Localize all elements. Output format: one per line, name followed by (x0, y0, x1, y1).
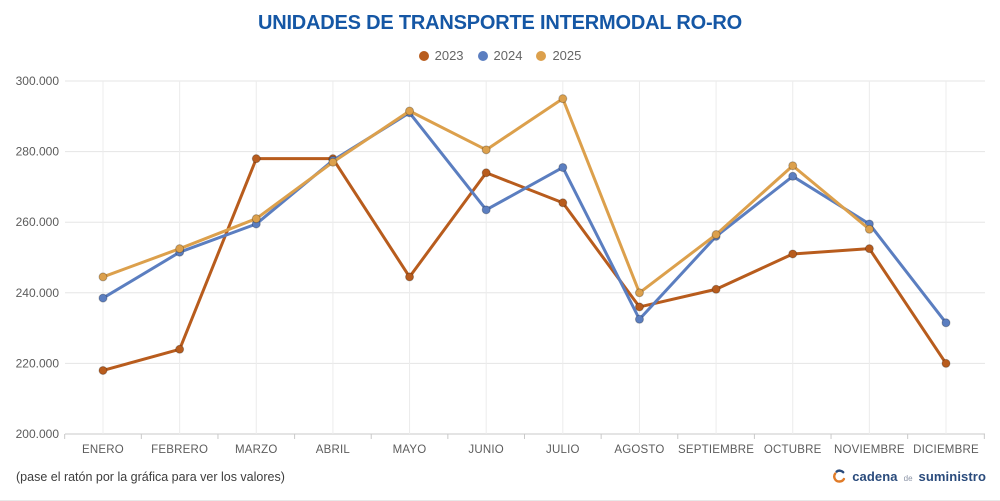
legend-item-2024[interactable]: 2024 (477, 48, 523, 63)
data-point-2023[interactable] (481, 168, 491, 178)
series-line-2023 (101, 157, 948, 372)
data-point-2023[interactable] (175, 344, 185, 354)
x-axis-label-SEPTIEMBRE: SEPTIEMBRE (678, 444, 754, 456)
x-axis-label-AGOSTO: AGOSTO (614, 444, 664, 456)
data-point-2023[interactable] (864, 244, 874, 254)
x-axis-label-NOVIEMBRE: NOVIEMBRE (834, 444, 905, 456)
y-axis-label: 200.000 (16, 427, 60, 441)
legend-label-2024: 2024 (493, 48, 523, 63)
legend-dot-2024 (477, 50, 488, 61)
data-point-2025[interactable] (251, 214, 261, 224)
data-point-2023[interactable] (711, 284, 721, 294)
legend-dot-2025 (536, 50, 547, 61)
x-axis-label-ENERO: ENERO (82, 444, 124, 456)
data-point-2025[interactable] (481, 145, 491, 155)
chart-title: UNIDADES DE TRANSPORTE INTERMODAL RO-RO (257, 12, 743, 34)
data-point-2023[interactable] (558, 198, 568, 208)
data-point-2023[interactable] (941, 358, 951, 368)
legend: 2023 2024 2025 (0, 48, 1000, 63)
legend-dot-2023 (418, 50, 429, 61)
x-axis-label-JUNIO: JUNIO (468, 444, 504, 456)
x-axis-label-OCTUBRE: OCTUBRE (764, 444, 822, 456)
y-axis-label: 240.000 (16, 286, 60, 300)
brand-word-de: de (903, 473, 913, 483)
brand-logo: cadena de suministro (832, 469, 986, 484)
x-axis-label-FEBRERO: FEBRERO (151, 444, 208, 456)
data-point-2024[interactable] (558, 162, 568, 172)
data-point-2024[interactable] (98, 293, 108, 303)
data-point-2025[interactable] (405, 106, 415, 116)
x-axis-label-JULIO: JULIO (546, 444, 580, 456)
brand-word-cadena: cadena (852, 469, 898, 484)
data-point-2024[interactable] (481, 205, 491, 215)
data-point-2025[interactable] (328, 157, 338, 167)
data-point-2024[interactable] (941, 318, 951, 328)
x-axis-label-ABRIL: ABRIL (316, 444, 351, 456)
data-point-2024[interactable] (788, 171, 798, 181)
series-line-2024 (101, 111, 948, 325)
legend-item-2025[interactable]: 2025 (536, 48, 581, 63)
y-axis-label: 300.000 (16, 74, 60, 88)
x-axis-label-MAYO: MAYO (393, 444, 427, 456)
data-point-2025[interactable] (98, 272, 108, 282)
data-point-2023[interactable] (788, 249, 798, 259)
hover-hint-text: (pase el ratón por la gráfica para ver l… (16, 470, 285, 484)
legend-label-2025: 2025 (552, 48, 582, 63)
x-axis-label-MARZO: MARZO (235, 444, 278, 456)
y-axis-label: 280.000 (16, 145, 60, 159)
x-axis-label-DICIEMBRE: DICIEMBRE (913, 444, 979, 456)
data-point-2025[interactable] (175, 244, 185, 254)
y-axis-label: 260.000 (16, 215, 60, 229)
legend-label-2023: 2023 (434, 48, 464, 63)
brand-word-suministro: suministro (918, 469, 986, 484)
data-point-2025[interactable] (558, 94, 568, 104)
data-point-2025[interactable] (864, 224, 874, 234)
legend-item-2023[interactable]: 2023 (418, 48, 464, 63)
brand-circular-arrow-icon (833, 469, 846, 483)
y-axis-label: 220.000 (16, 356, 60, 370)
data-point-2024[interactable] (634, 314, 644, 324)
data-point-2023[interactable] (251, 154, 261, 164)
data-point-2025[interactable] (788, 161, 798, 171)
data-point-2023[interactable] (405, 272, 415, 282)
data-point-2023[interactable] (98, 365, 108, 375)
data-point-2025[interactable] (711, 230, 721, 240)
data-point-2023[interactable] (634, 302, 644, 312)
data-point-2025[interactable] (634, 288, 644, 298)
